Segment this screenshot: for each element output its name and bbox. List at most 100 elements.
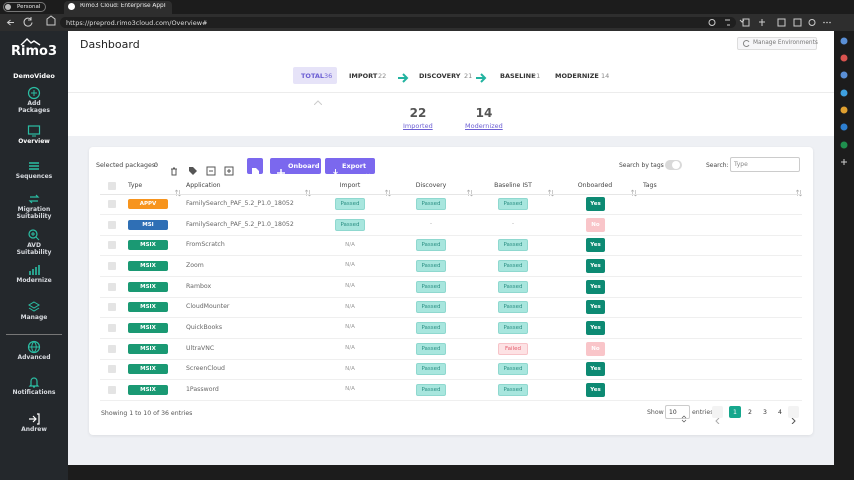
nav-item[interactable]: Andrew bbox=[0, 412, 68, 433]
profile-avatar bbox=[5, 4, 11, 10]
nav-item[interactable]: Manage bbox=[0, 300, 68, 321]
onboarded-badge: No bbox=[586, 217, 605, 232]
row-checkbox[interactable] bbox=[108, 241, 116, 250]
sort-icon[interactable] bbox=[384, 182, 392, 197]
page-number[interactable]: 3 bbox=[763, 409, 767, 416]
stat-label[interactable]: Modernized bbox=[465, 122, 503, 130]
profile-button[interactable]: Personal bbox=[3, 2, 47, 12]
nav-label: Manage bbox=[20, 314, 48, 321]
toolbar-icon[interactable] bbox=[224, 161, 234, 176]
pipeline-label[interactable]: MODERNIZE bbox=[555, 72, 599, 80]
manage-environments-button[interactable] bbox=[737, 37, 817, 50]
row-checkbox[interactable] bbox=[108, 220, 116, 229]
browser-sidebar-icons[interactable] bbox=[834, 31, 854, 480]
row-rule bbox=[100, 358, 802, 360]
nav-label: Modernize bbox=[16, 277, 52, 284]
pipeline-count: 22 bbox=[378, 72, 387, 80]
nav-item[interactable]: Migration Suitability bbox=[0, 192, 68, 220]
status-badge: Passed bbox=[416, 198, 446, 210]
toolbar-icon[interactable] bbox=[188, 161, 198, 175]
pipeline-active[interactable] bbox=[293, 67, 337, 84]
row-checkbox[interactable] bbox=[108, 261, 116, 270]
page-size-select[interactable] bbox=[665, 405, 690, 419]
status-badge: Passed bbox=[416, 363, 446, 376]
toolbar-icon[interactable] bbox=[169, 161, 179, 176]
page-number[interactable]: 1 bbox=[733, 409, 737, 416]
manage-environments-label: Manage Environments bbox=[753, 40, 818, 46]
row-checkbox[interactable] bbox=[108, 200, 116, 208]
nav-item[interactable]: Modernize bbox=[0, 263, 68, 284]
nav-item[interactable]: Sequences bbox=[0, 159, 68, 180]
status-badge: Passed bbox=[416, 321, 446, 334]
refresh-icon bbox=[742, 40, 750, 47]
sort-icon[interactable] bbox=[466, 182, 474, 197]
nav-buttons[interactable] bbox=[0, 14, 60, 31]
column-header[interactable]: Tags bbox=[643, 182, 657, 189]
pipeline-label[interactable]: TOTAL bbox=[301, 72, 325, 80]
export-label: Export bbox=[342, 162, 367, 170]
onboard-button[interactable] bbox=[270, 158, 321, 174]
application-name: CloudMounter bbox=[186, 303, 230, 311]
active-tab[interactable] bbox=[64, 1, 172, 14]
status-badge: Passed bbox=[416, 259, 446, 272]
browser-icons[interactable] bbox=[700, 14, 834, 31]
sort-icon[interactable] bbox=[795, 182, 803, 197]
application-name: UltraVNC bbox=[186, 344, 215, 352]
file-button[interactable] bbox=[247, 158, 263, 174]
column-header[interactable]: Type bbox=[128, 182, 143, 189]
pipeline-count: 14 bbox=[601, 72, 610, 80]
application-name: FamilySearch_PAF_5.2_P1.0_18052 bbox=[186, 220, 294, 228]
status-badge: Passed bbox=[498, 383, 528, 396]
onboard-icon bbox=[277, 162, 285, 177]
application-name: Zoom bbox=[186, 261, 204, 269]
pipeline-label[interactable]: BASELINE bbox=[500, 72, 536, 80]
column-header[interactable]: Onboarded bbox=[577, 182, 613, 189]
logo-mark bbox=[20, 38, 41, 46]
nav-item[interactable]: AVD Suitability bbox=[0, 228, 68, 256]
status-badge: Passed bbox=[335, 218, 365, 231]
search-input[interactable] bbox=[730, 157, 800, 172]
type-badge: MSIX bbox=[128, 260, 168, 271]
column-header[interactable]: Discovery bbox=[415, 182, 447, 189]
type-badge: MSIX bbox=[128, 281, 168, 292]
prev-page[interactable] bbox=[712, 406, 723, 418]
row-checkbox[interactable] bbox=[108, 282, 116, 291]
nav-label: Migration Suitability bbox=[16, 206, 52, 220]
column-header[interactable]: Application bbox=[186, 182, 221, 189]
row-checkbox[interactable] bbox=[108, 303, 116, 312]
type-badge: MSIX bbox=[128, 240, 168, 251]
column-header[interactable]: Import bbox=[339, 182, 361, 189]
column-header[interactable]: Baseline IST bbox=[494, 182, 532, 189]
pipeline-label[interactable]: IMPORT bbox=[349, 72, 378, 80]
export-button[interactable] bbox=[325, 158, 375, 174]
app-sidebar bbox=[0, 31, 68, 480]
page-number[interactable]: 4 bbox=[778, 409, 782, 416]
pipeline-label[interactable]: DISCOVERY bbox=[419, 72, 461, 80]
sort-icon[interactable] bbox=[547, 182, 555, 197]
nav-item[interactable]: Notifications bbox=[0, 375, 68, 396]
sort-icon[interactable] bbox=[304, 182, 312, 197]
status-text: N/A bbox=[345, 262, 355, 269]
sort-icon[interactable] bbox=[174, 182, 182, 197]
selected-count: 0 bbox=[154, 162, 159, 169]
select-caret bbox=[681, 408, 687, 423]
nav-item[interactable]: Add Packages bbox=[0, 86, 68, 114]
sort-icon[interactable] bbox=[630, 182, 638, 197]
row-checkbox[interactable] bbox=[108, 365, 116, 374]
next-page[interactable] bbox=[788, 406, 799, 418]
header-checkbox[interactable] bbox=[108, 182, 116, 190]
address-bar[interactable] bbox=[60, 17, 736, 28]
toolbar-icon[interactable] bbox=[206, 161, 216, 176]
page-number[interactable]: 2 bbox=[748, 409, 752, 416]
page-current-bg[interactable] bbox=[729, 406, 741, 418]
row-checkbox[interactable] bbox=[108, 385, 116, 394]
row-checkbox[interactable] bbox=[108, 323, 116, 332]
entries-label: entries bbox=[692, 409, 714, 416]
nav-item[interactable]: Advanced bbox=[0, 340, 68, 361]
stat-label[interactable]: Imported bbox=[403, 122, 433, 130]
row-rule bbox=[100, 275, 802, 277]
nav-item[interactable]: Overview bbox=[0, 124, 68, 145]
onboarded-badge: Yes bbox=[586, 258, 605, 273]
row-checkbox[interactable] bbox=[108, 344, 116, 353]
